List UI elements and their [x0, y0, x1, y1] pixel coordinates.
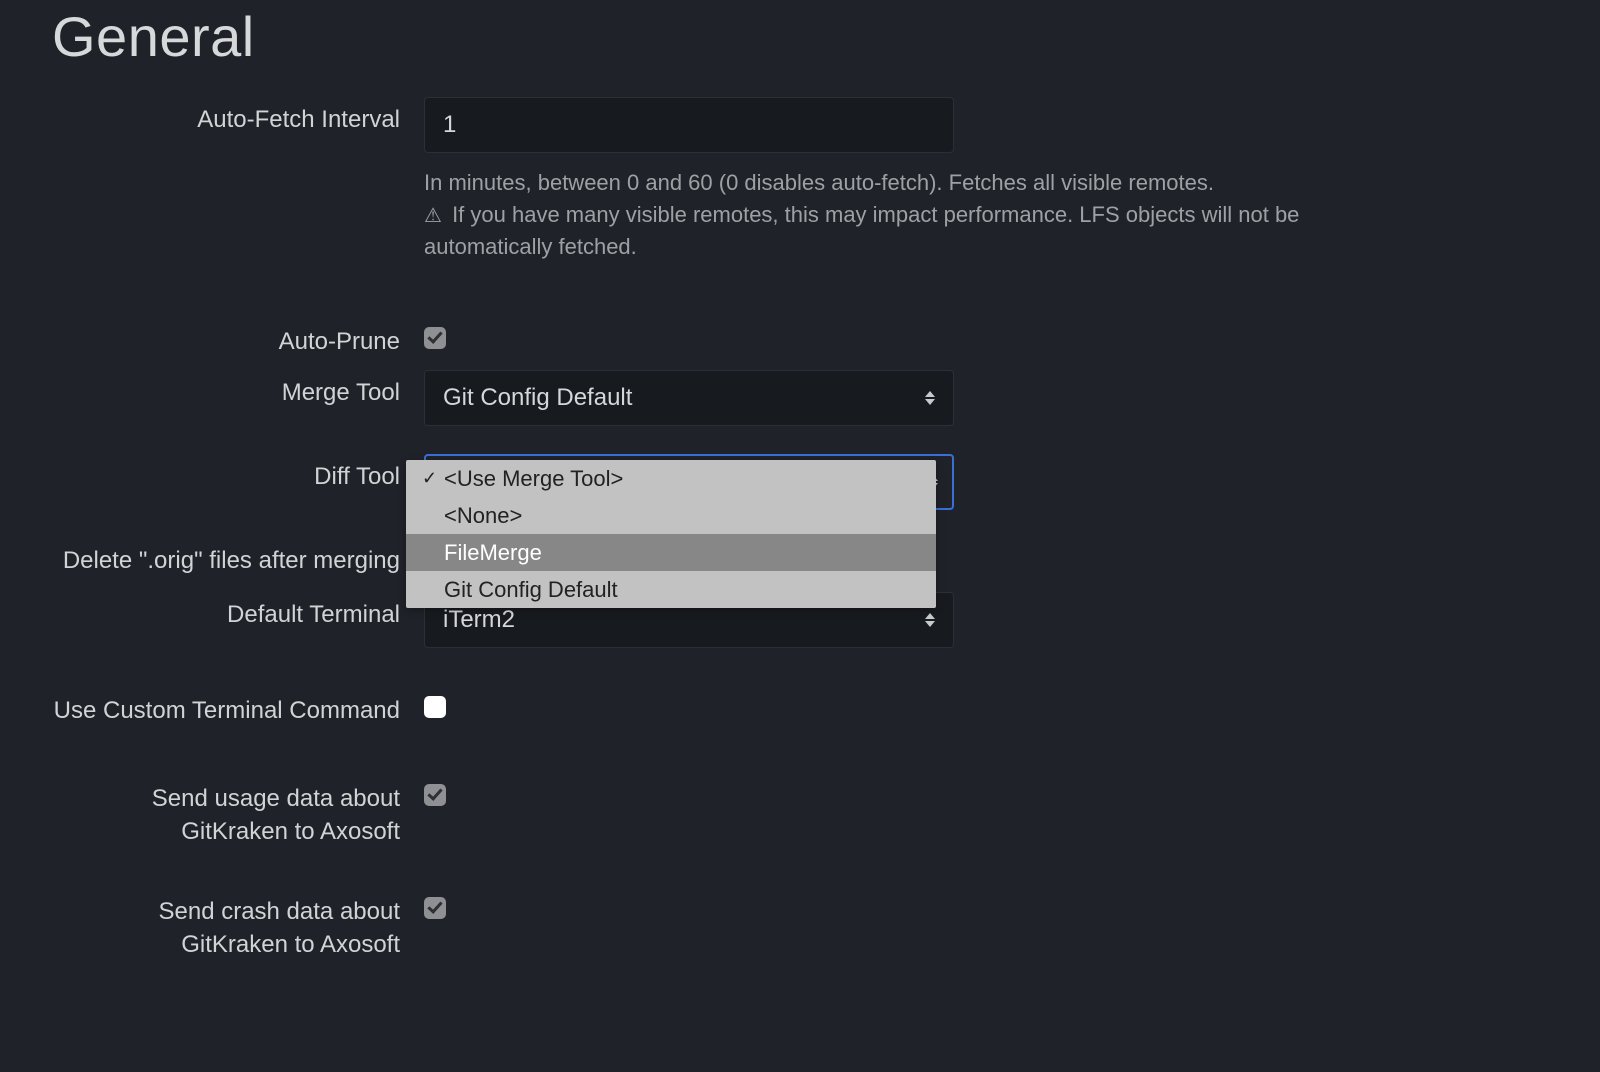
diff-tool-option-none[interactable]: <None>	[406, 497, 936, 534]
diff-tool-option-use-merge-tool[interactable]: ✓ <Use Merge Tool>	[406, 460, 936, 497]
option-label: <Use Merge Tool>	[442, 466, 623, 492]
diff-tool-dropdown-menu: ✓ <Use Merge Tool> <None> FileMerge Git …	[406, 460, 936, 608]
merge-tool-label: Merge Tool	[52, 370, 424, 410]
warning-icon: ⚠	[424, 205, 442, 227]
default-terminal-label: Default Terminal	[52, 592, 424, 632]
send-usage-checkbox[interactable]	[424, 784, 446, 806]
merge-tool-select[interactable]: Git Config Default	[424, 370, 954, 426]
chevron-updown-icon	[925, 391, 935, 405]
page-title: General	[52, 4, 1548, 69]
diff-tool-option-filemerge[interactable]: FileMerge	[406, 534, 936, 571]
custom-terminal-checkbox[interactable]	[424, 696, 446, 718]
diff-tool-option-git-config-default[interactable]: Git Config Default	[406, 571, 936, 608]
delete-orig-label: Delete ".orig" files after merging	[52, 538, 424, 578]
auto-fetch-help-line2: If you have many visible remotes, this m…	[424, 202, 1299, 259]
diff-tool-label: Diff Tool	[52, 454, 424, 494]
auto-fetch-help-line1: In minutes, between 0 and 60 (0 disables…	[424, 170, 1214, 195]
auto-prune-checkbox[interactable]	[424, 327, 446, 349]
send-crash-checkbox[interactable]	[424, 897, 446, 919]
send-crash-label: Send crash data about GitKraken to Axoso…	[52, 889, 424, 962]
custom-terminal-label: Use Custom Terminal Command	[52, 688, 424, 728]
merge-tool-selected-value: Git Config Default	[443, 384, 632, 412]
auto-fetch-interval-label: Auto-Fetch Interval	[52, 97, 424, 137]
option-label: Git Config Default	[442, 577, 618, 603]
chevron-updown-icon	[925, 613, 935, 627]
option-label: FileMerge	[442, 540, 542, 566]
auto-prune-label: Auto-Prune	[52, 319, 424, 359]
auto-fetch-help-text: In minutes, between 0 and 60 (0 disables…	[424, 167, 1304, 263]
check-icon: ✓	[422, 468, 442, 489]
settings-form: Auto-Fetch Interval In minutes, between …	[52, 97, 1548, 962]
default-terminal-selected-value: iTerm2	[443, 606, 515, 634]
option-label: <None>	[442, 503, 522, 529]
auto-fetch-interval-input[interactable]	[424, 97, 954, 153]
send-usage-label: Send usage data about GitKraken to Axoso…	[52, 776, 424, 849]
